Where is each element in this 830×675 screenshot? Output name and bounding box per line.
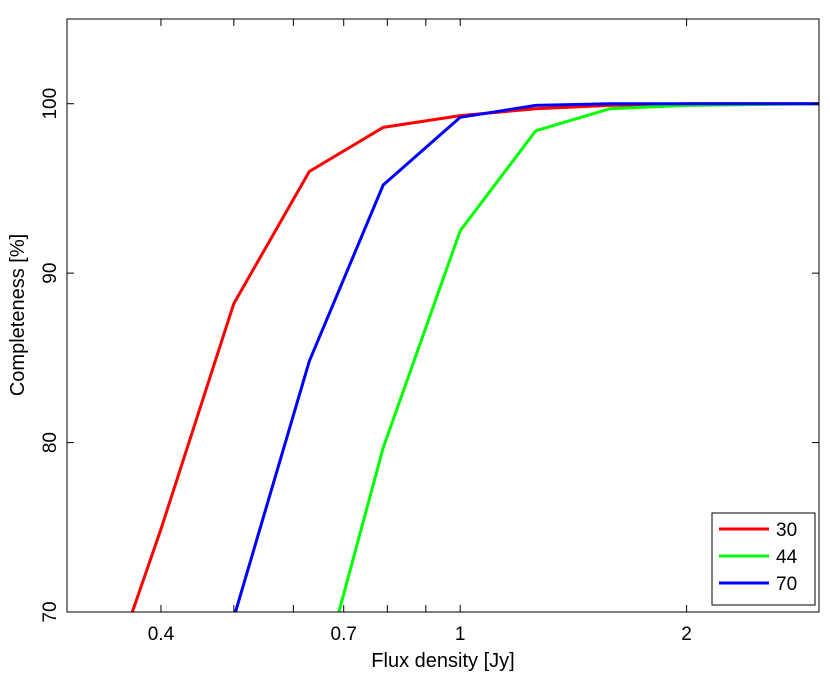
y-axis: 70 80 90 100 <box>40 88 819 623</box>
x-tick-label: 0.7 <box>331 624 357 645</box>
legend-label: 30 <box>776 520 797 541</box>
x-tick-label: 0.4 <box>148 624 175 645</box>
y-tick-label: 100 <box>40 88 61 120</box>
plot-area-frame <box>66 18 820 613</box>
x-axis: 0.4 0.7 1 2 <box>148 19 820 645</box>
y-tick-label: 80 <box>40 432 61 453</box>
legend: 30 44 70 <box>711 512 816 606</box>
legend-label: 70 <box>776 574 797 595</box>
series-line-70 <box>233 102 819 612</box>
x-tick-label: 1 <box>455 624 466 645</box>
legend-box <box>711 512 816 606</box>
y-tick-label: 70 <box>40 601 61 622</box>
y-tick-label: 90 <box>40 263 61 284</box>
y-axis-title: Completeness [%] <box>7 234 29 396</box>
series-layer <box>130 102 819 612</box>
series-line-44 <box>337 102 819 612</box>
x-axis-title: Flux density [Jy] <box>371 650 514 672</box>
x-tick-label: 2 <box>681 624 692 645</box>
legend-label: 44 <box>776 547 798 568</box>
